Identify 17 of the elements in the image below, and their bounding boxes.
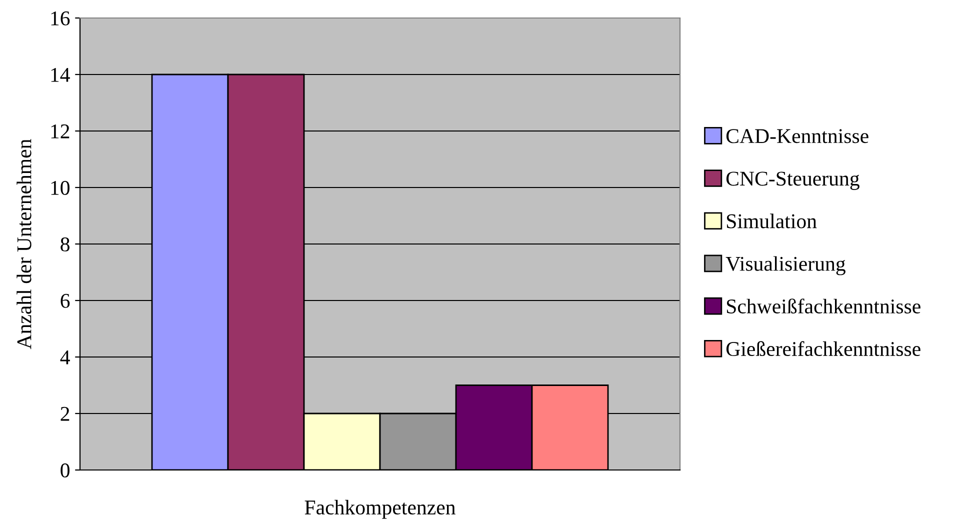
legend-label: Gießereifachkenntnisse: [726, 341, 920, 356]
legend-label: Visualisierung: [726, 256, 846, 276]
y-tick-label: 0: [60, 463, 70, 478]
y-tick-label: 4: [60, 350, 70, 364]
y-tick-label: 6: [60, 294, 70, 308]
legend-label: CNC-Steuerung: [726, 172, 860, 190]
x-axis-title: Fachkompetenzen: [304, 500, 456, 519]
y-tick-label: 12: [51, 124, 70, 138]
y-axis-title: Anzahl der Unternehmen: [16, 139, 32, 350]
legend-label: CAD-Kenntnisse: [726, 129, 868, 144]
legend-label: Simulation: [726, 214, 817, 228]
y-tick-label: 14: [51, 68, 70, 82]
legend-label: Schweißfachkenntnisse: [726, 298, 920, 314]
y-tick-label: 10: [51, 180, 70, 195]
y-tick-label: 2: [60, 406, 70, 421]
y-tick-label: 16: [51, 11, 70, 26]
y-tick-label: 8: [60, 237, 70, 252]
